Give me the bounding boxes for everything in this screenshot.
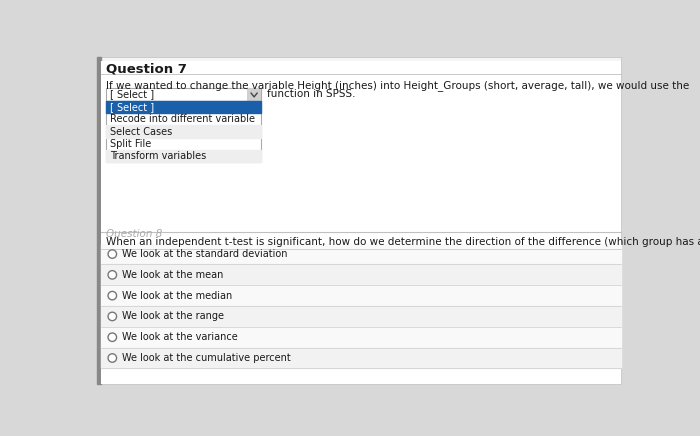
Text: [ Select ]: [ Select ] bbox=[110, 89, 154, 99]
Text: If we wanted to change the variable Height (inches) into Height_Groups (short, a: If we wanted to change the variable Heig… bbox=[106, 80, 690, 91]
Bar bbox=[101, 265, 621, 285]
Text: When an independent t-test is significant, how do we determine the direction of : When an independent t-test is significan… bbox=[106, 237, 700, 247]
Circle shape bbox=[108, 291, 117, 300]
Text: We look at the standard deviation: We look at the standard deviation bbox=[122, 249, 287, 259]
FancyBboxPatch shape bbox=[101, 61, 621, 234]
Text: [ Select ]: [ Select ] bbox=[110, 102, 154, 112]
Text: We look at the range: We look at the range bbox=[122, 311, 223, 321]
Circle shape bbox=[108, 250, 117, 258]
FancyBboxPatch shape bbox=[247, 88, 261, 101]
Bar bbox=[101, 306, 621, 327]
Circle shape bbox=[108, 354, 117, 362]
FancyBboxPatch shape bbox=[101, 232, 621, 384]
Text: Recode into different variable: Recode into different variable bbox=[110, 114, 255, 124]
Text: We look at the median: We look at the median bbox=[122, 291, 232, 301]
Bar bbox=[101, 285, 621, 306]
Bar bbox=[101, 347, 621, 368]
FancyBboxPatch shape bbox=[97, 57, 621, 384]
Text: Select Cases: Select Cases bbox=[110, 126, 172, 136]
FancyBboxPatch shape bbox=[106, 88, 261, 101]
Circle shape bbox=[108, 312, 117, 320]
Text: We look at the cumulative percent: We look at the cumulative percent bbox=[122, 353, 290, 363]
Text: Transform variables: Transform variables bbox=[110, 151, 206, 161]
Bar bbox=[106, 126, 261, 138]
Bar bbox=[101, 327, 621, 347]
FancyBboxPatch shape bbox=[106, 101, 261, 163]
Text: Question 7: Question 7 bbox=[106, 62, 187, 75]
Bar bbox=[106, 101, 261, 113]
Text: We look at the mean: We look at the mean bbox=[122, 270, 223, 280]
Text: Question 8: Question 8 bbox=[106, 228, 162, 238]
Bar bbox=[106, 150, 261, 163]
Text: Split File: Split File bbox=[110, 139, 151, 149]
Circle shape bbox=[108, 271, 117, 279]
Bar bbox=[101, 244, 621, 265]
Bar bbox=[97, 57, 101, 384]
Text: function in SPSS.: function in SPSS. bbox=[267, 89, 356, 99]
Circle shape bbox=[108, 333, 117, 341]
Text: We look at the variance: We look at the variance bbox=[122, 332, 237, 342]
